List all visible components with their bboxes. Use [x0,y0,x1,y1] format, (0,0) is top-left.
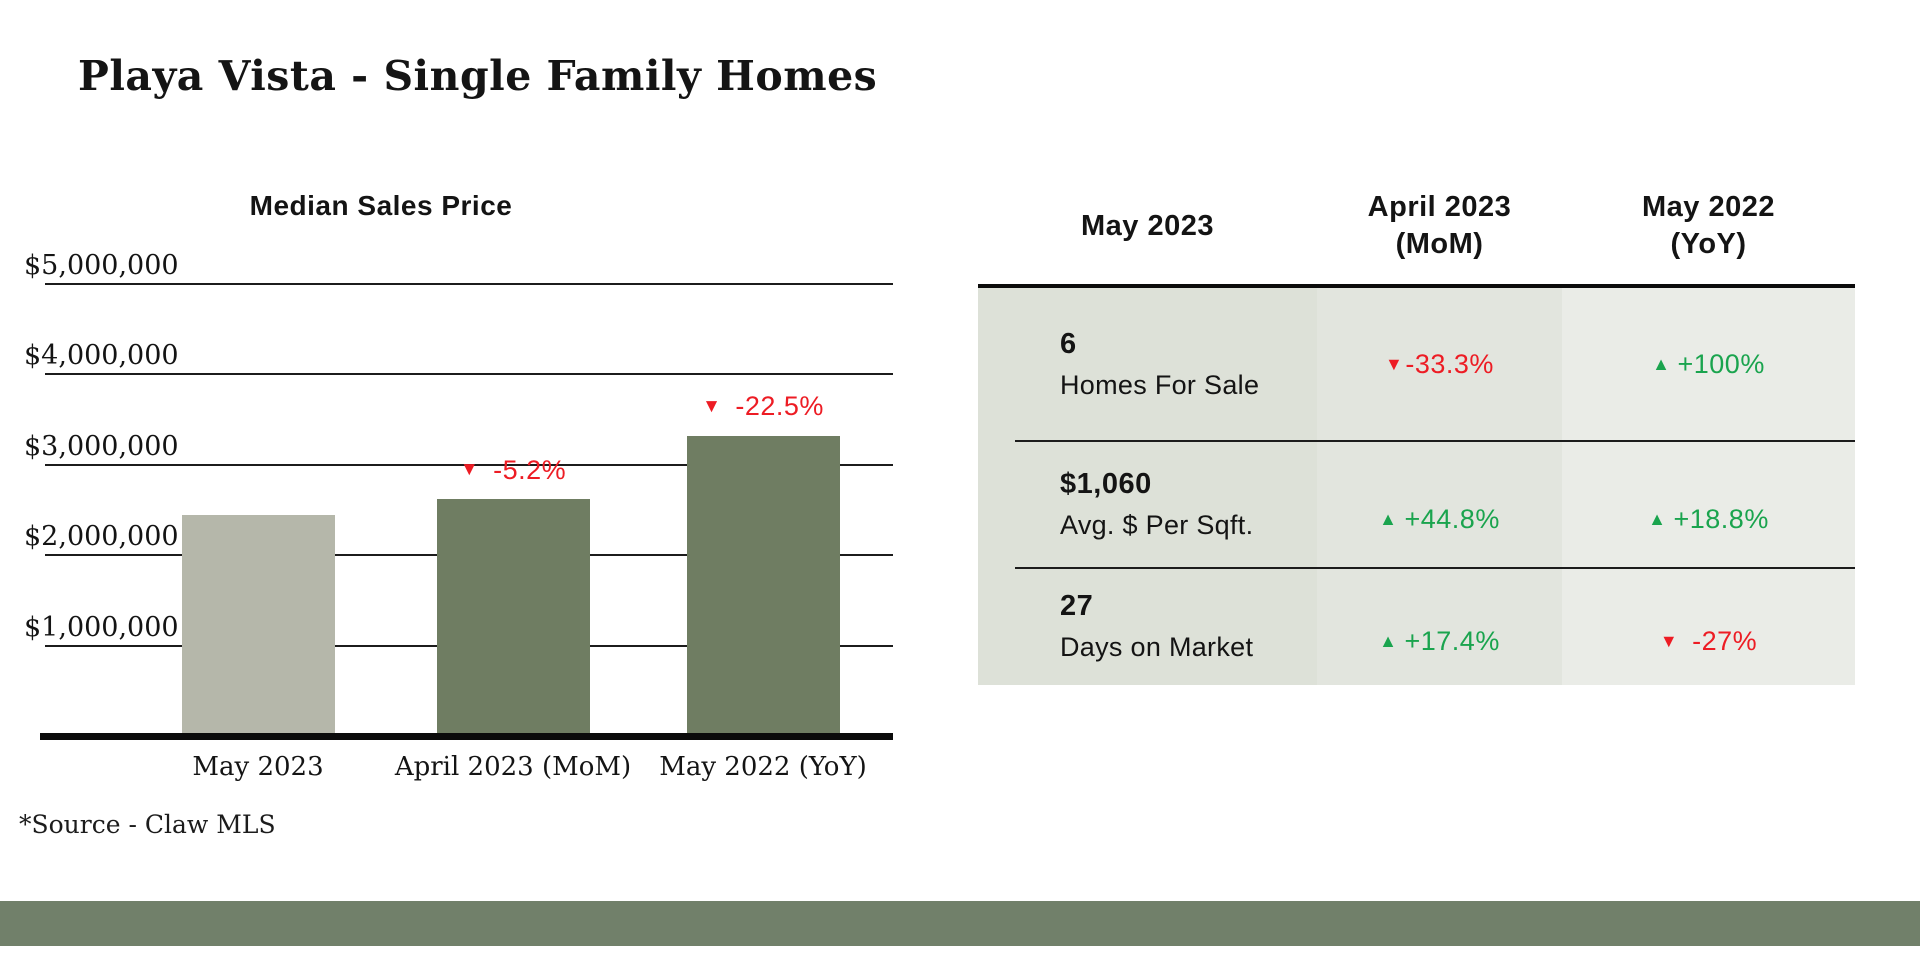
table-header-april-2023-mom: April 2023 (MoM) [1317,178,1562,274]
chart-title: Median Sales Price [249,190,513,221]
x-axis-category-label: April 2023 (MoM) [394,752,632,782]
table-column3-background [1562,288,1855,685]
header-line1: April 2023 [1367,191,1512,223]
x-axis-category-label: May 2022 (YoY) [659,752,867,782]
header-line1: May 2023 [1081,209,1214,242]
yoy-change-cell: ▼ -27% [1562,569,1855,683]
metric-value: 6 [1060,327,1077,360]
metric-label: Avg. $ Per Sqft. [1060,510,1254,540]
trend-down-icon: ▼ [702,395,722,417]
header-line2: (YoY) [1670,228,1747,260]
footer-bar [0,901,1920,946]
trend-down-icon: ▼ [1659,630,1679,651]
table-column1-background [978,288,1317,685]
trend-up-icon: ▲ [1652,353,1671,374]
percent-value: -27% [1692,625,1758,656]
metric-label: Homes For Sale [1060,369,1260,400]
percent-value: -33.3% [1405,348,1494,379]
trend-up-icon: ▲ [1379,630,1398,651]
header-line2: (MoM) [1395,228,1484,260]
yoy-change-cell: ▲ +100% [1562,288,1855,440]
percent-value: +17.4% [1404,625,1500,656]
table-top-border [978,284,1855,288]
yoy-change-cell: ▲ +18.8% [1562,442,1855,567]
table-column2-background [1317,288,1562,685]
mom-change-cell: ▼ -33.3% [1317,288,1562,440]
metric-cell: 27 Days on Market [978,569,1317,683]
trend-down-icon: ▼ [1385,353,1404,374]
table-row-avg-per-sqft: $1,060 Avg. $ Per Sqft. ▲ +44.8% ▲ +18.8… [978,442,1855,567]
bar-change-annotation: ▼ -22.5% [613,390,913,424]
metric-label: Days on Market [1060,631,1254,662]
mom-change-cell: ▲ +17.4% [1317,569,1562,683]
trend-up-icon: ▲ [1379,509,1398,529]
source-note: *Source - Claw MLS [19,810,276,839]
metric-cell: 6 Homes For Sale [978,288,1317,440]
percent-value: -22.5% [735,391,824,422]
trend-down-icon: ▼ [459,459,480,481]
percent-value: -5.2% [493,454,567,485]
chart-bar-1 [181,514,335,735]
y-axis-tick-label: $5,000,000 [24,250,179,281]
percent-value: +18.8% [1673,504,1769,534]
table-header-may-2022-yoy: May 2022 (YoY) [1562,178,1855,274]
header-line1: May 2022 [1642,191,1775,223]
percent-value: +100% [1677,348,1765,379]
trend-up-icon: ▲ [1648,509,1667,529]
metric-cell: $1,060 Avg. $ Per Sqft. [978,442,1317,567]
table-row-divider [1015,440,1855,442]
chart-gridline [45,373,893,376]
percent-value: +44.8% [1404,504,1500,534]
y-axis-tick-label: $2,000,000 [24,521,179,553]
table-row-days-on-market: 27 Days on Market ▲ +17.4% ▼ -27% [978,569,1855,683]
chart-gridline [45,283,893,285]
table-header-may-2023: May 2023 [978,178,1367,274]
chart-bar-2 [436,499,590,735]
table-row-homes-for-sale: 6 Homes For Sale ▼ -33.3% ▲ +100% [978,288,1855,440]
metric-value: $1,060 [1060,468,1152,500]
y-axis-tick-label: $1,000,000 [24,611,179,643]
x-axis-baseline [40,733,893,740]
mom-change-cell: ▲ +44.8% [1317,442,1562,567]
bar-change-annotation: ▼ -5.2% [363,453,663,487]
chart-gridline [45,463,893,466]
chart-bar-3 [686,435,840,735]
metric-value: 27 [1060,589,1094,622]
y-axis-tick-label: $4,000,000 [24,340,179,372]
table-row-divider [1015,567,1855,569]
x-axis-category-label: May 2023 [192,752,324,782]
page-title: Playa Vista - Single Family Homes [78,52,878,100]
y-axis-tick-label: $3,000,000 [24,430,179,462]
